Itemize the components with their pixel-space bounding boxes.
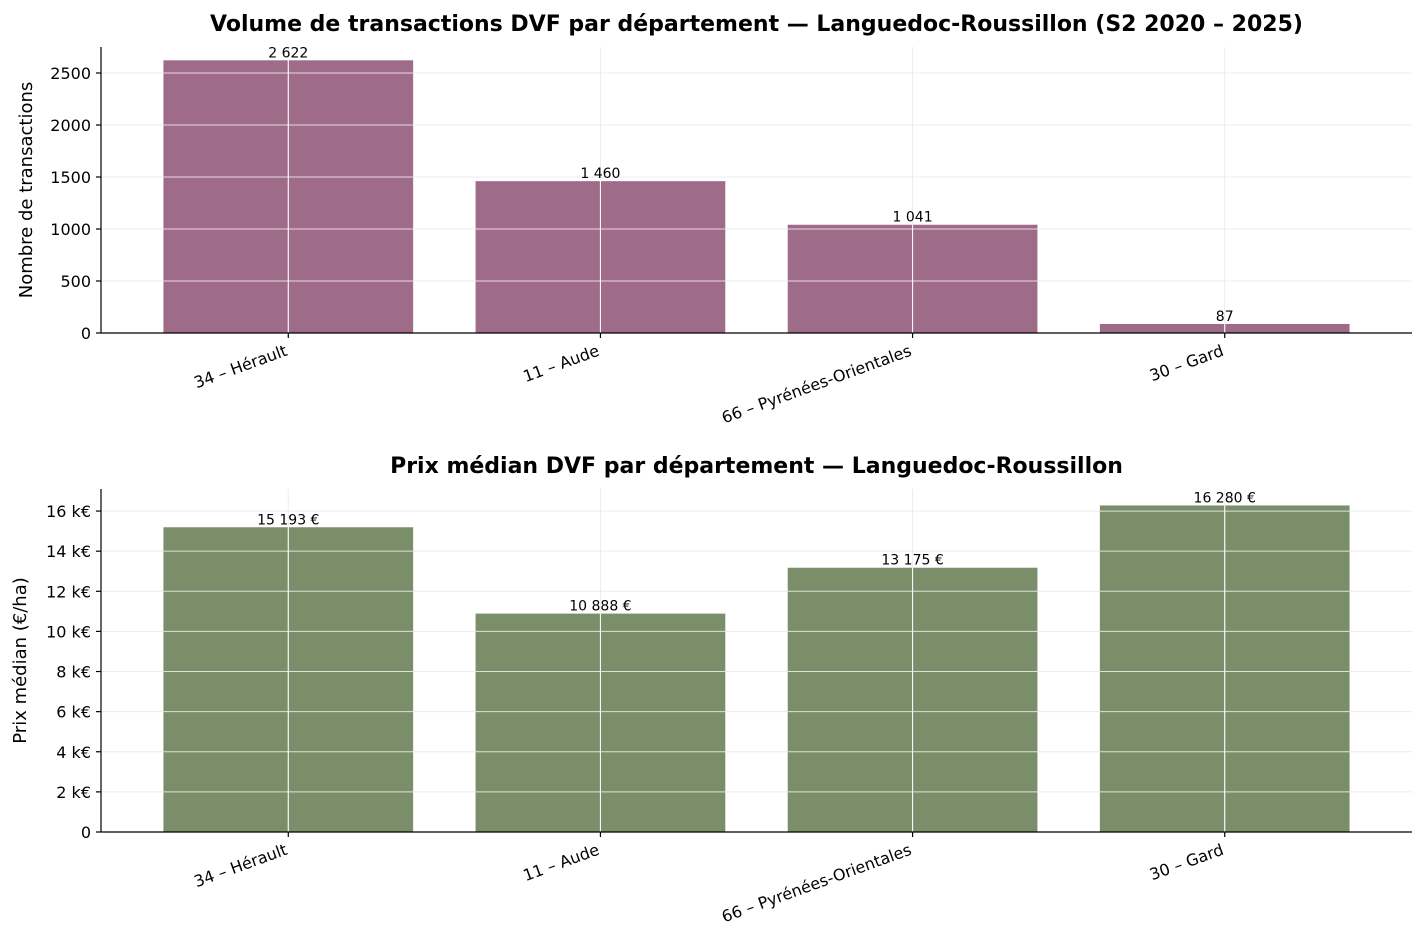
y-tick-label: 12 k€ [46, 582, 91, 601]
chart-title: Prix médian DVF par département — Langue… [390, 454, 1123, 479]
y-tick-label: 8 k€ [56, 663, 91, 682]
data-label: 13 175 € [881, 553, 943, 569]
y-tick-label: 6 k€ [56, 703, 91, 722]
y-axis-label: Prix médian (€/ha) [10, 577, 31, 744]
x-tick-label: 30 – Gard [1147, 840, 1226, 884]
y-tick-label: 1500 [50, 168, 91, 187]
data-label: 2 622 [268, 45, 308, 61]
x-tick-label: 66 – Pyrénées-Orientales [719, 840, 914, 926]
x-tick-label: 66 – Pyrénées-Orientales [719, 341, 914, 427]
y-tick-label: 10 k€ [46, 622, 91, 641]
data-label: 1 460 [580, 166, 620, 182]
y-tick-label: 4 k€ [56, 743, 91, 762]
data-label: 87 [1216, 309, 1234, 325]
x-tick-label: 11 – Aude [520, 840, 601, 885]
x-tick-label: 11 – Aude [520, 341, 601, 386]
data-label: 15 193 € [257, 512, 319, 528]
data-label: 1 041 [893, 210, 933, 226]
y-tick-label: 0 [81, 823, 91, 842]
y-axis-label: Nombre de transactions [16, 82, 37, 299]
x-tick-label: 30 – Gard [1147, 341, 1226, 385]
data-label: 10 888 € [569, 599, 631, 615]
y-tick-label: 2 k€ [56, 783, 91, 802]
y-tick-label: 0 [81, 324, 91, 343]
y-tick-label: 16 k€ [46, 502, 91, 521]
chart-2: Prix médian DVF par département — Langue… [10, 454, 1412, 926]
x-tick-label: 34 – Hérault [191, 840, 289, 891]
chart-title: Volume de transactions DVF par départeme… [210, 12, 1303, 37]
y-tick-label: 1000 [50, 220, 91, 239]
y-tick-label: 2500 [50, 64, 91, 83]
data-label: 16 280 € [1194, 490, 1256, 506]
y-tick-label: 500 [60, 272, 91, 291]
y-tick-label: 14 k€ [46, 542, 91, 561]
y-tick-label: 2000 [50, 116, 91, 135]
chart-1: Volume de transactions DVF par départeme… [16, 12, 1412, 427]
x-tick-label: 34 – Hérault [191, 341, 289, 392]
